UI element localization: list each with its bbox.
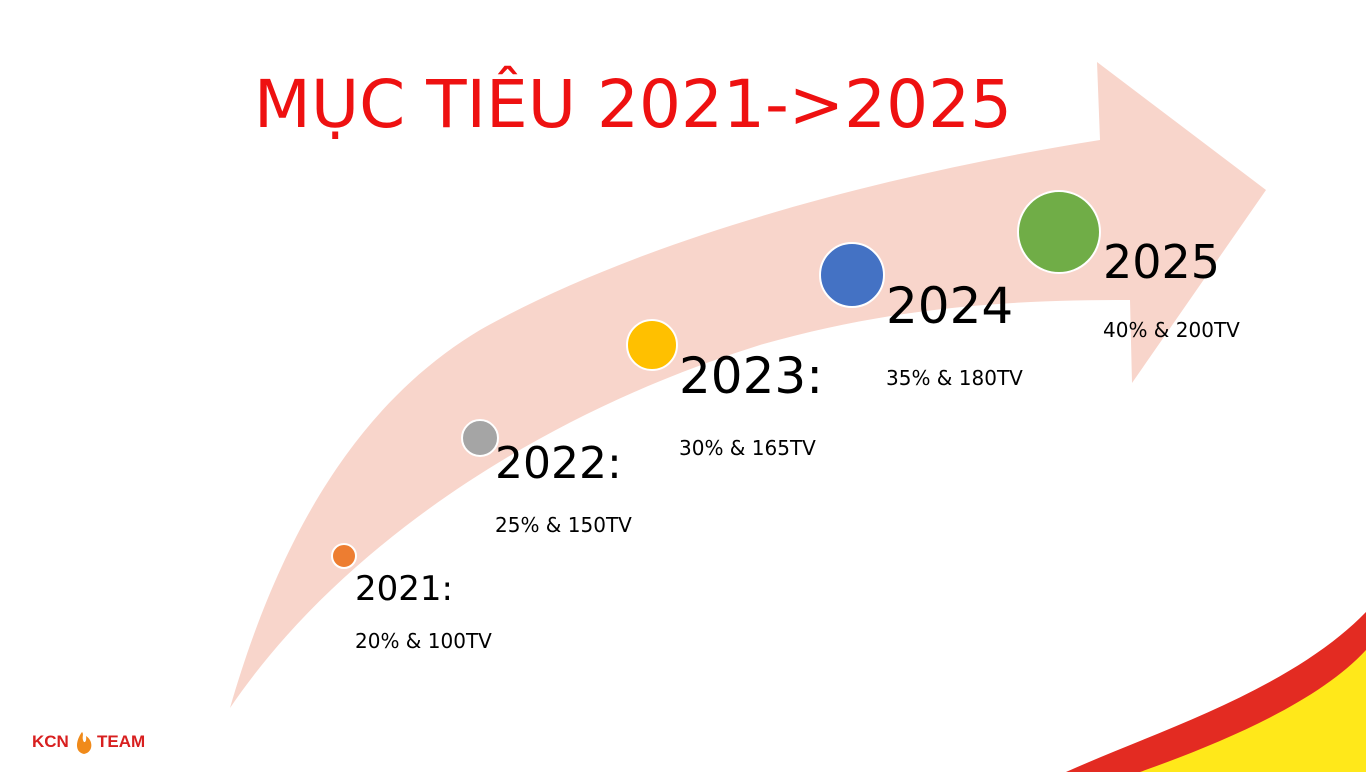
logo-flame	[77, 732, 92, 754]
milestone-year: 2023:	[679, 347, 823, 405]
milestone-detail: 25% & 150TV	[495, 513, 632, 537]
milestones: 2021: 20% & 100TV 2022: 25% & 150TV 2023: 30%…	[331, 190, 1240, 653]
slide-title: MỤC TIÊU 2021->2025	[254, 65, 1012, 143]
milestone-detail: 40% & 200TV	[1103, 318, 1240, 342]
milestone-dot	[819, 242, 885, 308]
corner-yellow	[1140, 650, 1366, 772]
milestone-year: 2024	[886, 277, 1013, 335]
milestone-dot	[461, 419, 499, 457]
milestone-detail: 35% & 180TV	[886, 366, 1023, 390]
logo-right: TEAM	[97, 732, 145, 751]
growth-arrow	[230, 62, 1266, 708]
milestone-dot	[626, 319, 678, 371]
milestone-year: 2025	[1103, 235, 1220, 289]
milestone-year: 2022:	[495, 438, 622, 489]
milestone-dot	[1017, 190, 1101, 274]
milestone-dot	[331, 543, 357, 569]
logo-left: KCN	[32, 732, 69, 751]
milestone-detail: 20% & 100TV	[355, 629, 492, 653]
milestone-detail: 30% & 165TV	[679, 436, 816, 460]
milestone-year: 2021:	[355, 569, 453, 609]
